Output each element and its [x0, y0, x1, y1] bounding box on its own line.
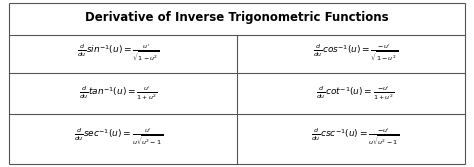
Text: $\frac{d}{du}cot^{-1}(u) = \frac{-u'}{1+u^2}$: $\frac{d}{du}cot^{-1}(u) = \frac{-u'}{1+…	[317, 85, 394, 102]
Text: Derivative of Inverse Trigonometric Functions: Derivative of Inverse Trigonometric Func…	[85, 11, 389, 24]
Text: $\frac{d}{du}sin^{-1}(u) = \frac{u'}{\sqrt{1-u^2}}$: $\frac{d}{du}sin^{-1}(u) = \frac{u'}{\sq…	[77, 43, 160, 64]
Text: $\frac{d}{du}sec^{-1}(u) = \frac{u'}{u\sqrt{u^2-1}}$: $\frac{d}{du}sec^{-1}(u) = \frac{u'}{u\s…	[74, 126, 163, 148]
Text: $\frac{d}{du}cos^{-1}(u) = \frac{-u'}{\sqrt{1-u^2}}$: $\frac{d}{du}cos^{-1}(u) = \frac{-u'}{\s…	[313, 43, 398, 64]
Text: $\frac{d}{du}csc^{-1}(u) = \frac{-u'}{u\sqrt{u^2-1}}$: $\frac{d}{du}csc^{-1}(u) = \frac{-u'}{u\…	[311, 126, 400, 148]
Text: $\frac{d}{du}tan^{-1}(u) = \frac{u'}{1+u^2}$: $\frac{d}{du}tan^{-1}(u) = \frac{u'}{1+u…	[79, 85, 158, 102]
